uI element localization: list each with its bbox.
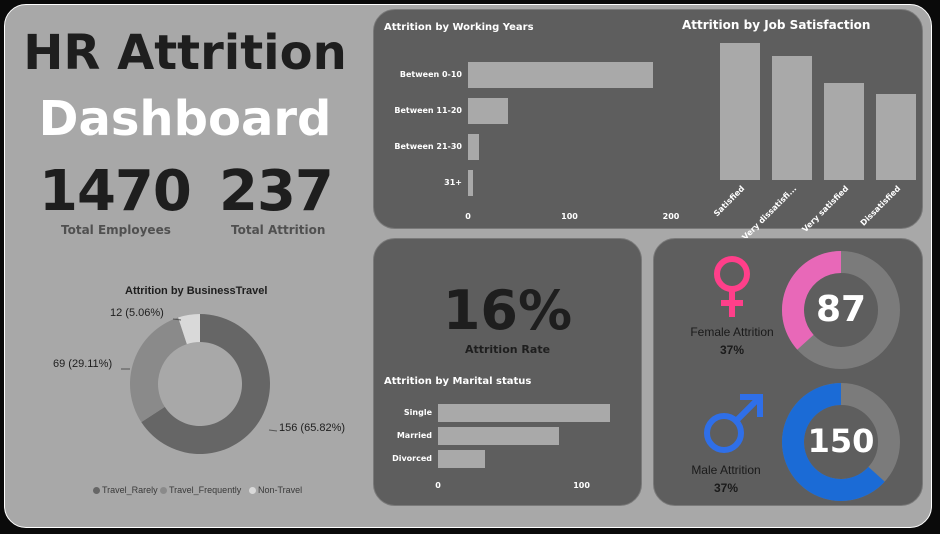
legend-non-travel: Non-Travel xyxy=(249,485,302,495)
bar-between-11-20 xyxy=(468,98,508,124)
female-symbol-icon xyxy=(714,256,750,317)
y-label-married: Married xyxy=(396,431,432,440)
y-label-between-11-20: Between 11-20 xyxy=(394,106,462,115)
female-gauge-fill xyxy=(782,251,841,350)
column-dissatisfied xyxy=(876,93,916,180)
bar-married xyxy=(438,427,559,445)
x-tick-100: 100 xyxy=(573,481,590,490)
donut-slice-travel-rarely xyxy=(141,314,270,454)
male-attrition-pct: 37% xyxy=(713,481,739,495)
column-very-satisfied xyxy=(824,82,864,180)
bar-31 xyxy=(468,170,474,196)
legend-travel-frequently: Travel_Frequently xyxy=(160,485,241,495)
dashboard-frame: HR Attrition Dashboard 1470 Total Employ… xyxy=(4,4,932,528)
male-attrition-gauge xyxy=(782,383,900,501)
bar-between-21-30 xyxy=(468,134,480,160)
y-label-31: 31+ xyxy=(444,178,462,187)
business-travel-chart-title: Attrition by BusinessTravel xyxy=(125,285,268,297)
bar-between-0-10 xyxy=(468,62,653,88)
working-years-chart-title: Attrition by Working Years xyxy=(384,22,534,33)
y-label-between-21-30: Between 21-30 xyxy=(394,142,462,151)
page-title-line1: HR Attrition xyxy=(23,25,347,81)
column-satisfied xyxy=(720,43,760,180)
working-years-satisfaction-panel: Attrition by Working Years Attrition by … xyxy=(373,9,923,242)
attrition-rate-panel: 16% Attrition Rate Attrition by Marital … xyxy=(373,238,642,506)
total-employees-label: Total Employees xyxy=(61,223,171,237)
legend-label-travel-rarely: Travel_Rarely xyxy=(102,485,158,495)
male-symbol-icon xyxy=(704,394,763,453)
male-gauge-fill xyxy=(782,383,885,501)
bar-divorced xyxy=(438,450,486,468)
attrition-rate-value: 16% xyxy=(442,279,573,342)
female-attrition-label: Female Attrition xyxy=(690,325,774,339)
donut-leader-line-0 xyxy=(172,318,182,321)
female-attrition-pct: 37% xyxy=(719,343,745,357)
x-tick-100: 100 xyxy=(561,212,578,221)
y-label-divorced: Divorced xyxy=(392,454,432,463)
legend-swatch-travel-rarely xyxy=(93,487,100,495)
donut-label-non-travel: 12 (5.06%) xyxy=(110,307,164,319)
male-attrition-count: 150 xyxy=(807,422,875,460)
legend-travel-rarely: Travel_Rarely xyxy=(93,485,158,495)
donut-label-travel-frequently: 69 (29.11%) xyxy=(53,358,113,370)
bar-single xyxy=(438,404,611,422)
donut-slice-non-travel xyxy=(178,314,200,345)
gender-attrition-panel: Female Attrition 37% 87 Male Attrition 3… xyxy=(653,238,923,506)
x-tick-0: 0 xyxy=(465,212,471,221)
x-tick-0: 0 xyxy=(435,481,441,490)
legend-label-travel-frequently: Travel_Frequently xyxy=(169,485,242,495)
female-attrition-gauge xyxy=(782,251,900,369)
male-attrition-label: Male Attrition xyxy=(691,463,761,477)
female-attrition-count: 87 xyxy=(815,289,867,330)
donut-label-travel-rarely: 156 (65.82%) xyxy=(279,422,346,434)
total-attrition-label: Total Attrition xyxy=(231,223,326,237)
legend-label-non-travel: Non-Travel xyxy=(258,485,303,495)
donut-slice-travel-frequently xyxy=(130,317,187,423)
page-title-line2: Dashboard xyxy=(38,91,332,147)
legend-swatch-travel-frequently xyxy=(160,487,167,495)
y-label-between-0-10: Between 0-10 xyxy=(399,70,462,79)
y-label-single: Single xyxy=(403,408,432,417)
donut-leader-line-2 xyxy=(268,429,278,432)
total-attrition-value: 237 xyxy=(219,159,334,224)
total-employees-value: 1470 xyxy=(39,159,192,224)
marital-status-chart-title: Attrition by Marital status xyxy=(384,376,532,387)
legend-swatch-non-travel xyxy=(249,487,256,495)
job-satisfaction-chart-title: Attrition by Job Satisfaction xyxy=(682,18,871,32)
business-travel-donut-chart xyxy=(121,314,278,454)
x-tick-200: 200 xyxy=(662,212,680,221)
column-very-dissatisfi xyxy=(772,56,812,180)
attrition-rate-label: Attrition Rate xyxy=(464,343,551,356)
